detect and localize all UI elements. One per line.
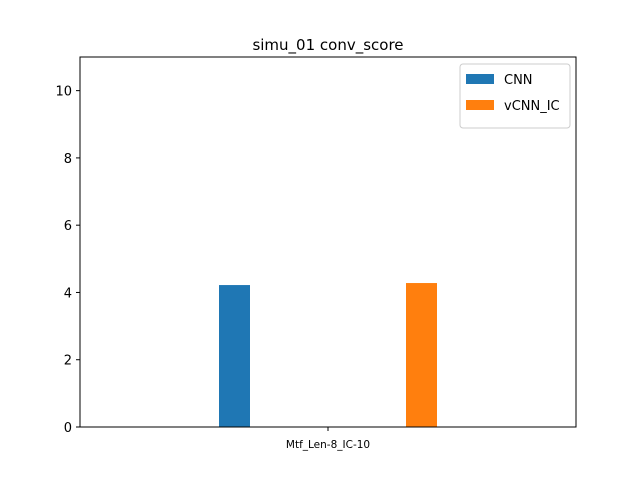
y-tick-label: 10 — [55, 85, 72, 100]
bar-vcnn-ic — [406, 283, 437, 427]
bar-cnn — [219, 285, 250, 427]
y-tick-label: 4 — [64, 286, 72, 301]
legend-label-vcnn-ic: vCNN_IC — [504, 99, 560, 114]
legend: CNN vCNN_IC — [459, 63, 571, 129]
y-tick-label: 6 — [64, 219, 72, 234]
y-axis: 0 2 4 6 8 10 — [55, 85, 80, 436]
plot-frame — [79, 56, 577, 428]
legend-label-cnn: CNN — [504, 73, 533, 88]
bars-layer — [219, 283, 437, 427]
x-axis: Mtf_Len-8_IC-10 — [286, 427, 370, 451]
y-tick-label: 2 — [64, 354, 72, 369]
legend-swatch-cnn — [466, 74, 494, 84]
y-tick-label: 8 — [64, 152, 72, 167]
chart-title: simu_01 conv_score — [252, 36, 403, 55]
y-tick-label: 0 — [64, 421, 72, 436]
x-tick-label: Mtf_Len-8_IC-10 — [286, 439, 370, 451]
legend-swatch-vcnn-ic — [466, 100, 494, 110]
